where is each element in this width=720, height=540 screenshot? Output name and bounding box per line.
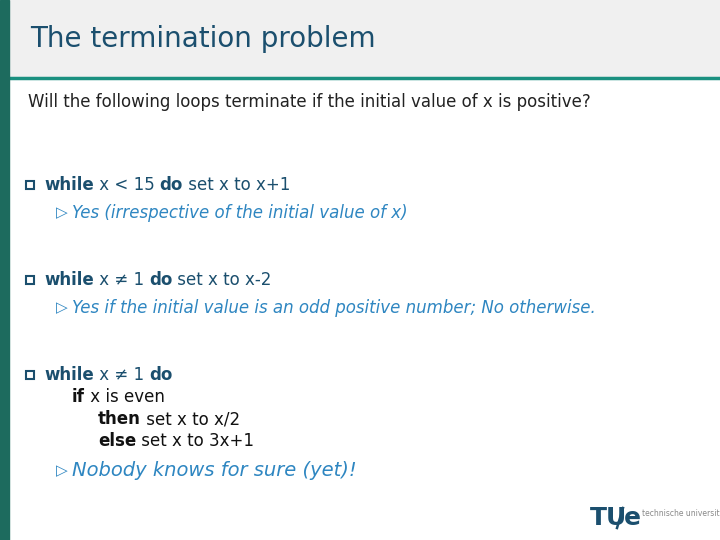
Text: technische universiteit eindhoven: technische universiteit eindhoven [642, 510, 720, 518]
Text: do: do [160, 176, 183, 194]
Text: x ≠ 1: x ≠ 1 [94, 366, 149, 384]
Bar [0, 0, 9, 540]
Text: set x to 3x+1: set x to 3x+1 [136, 432, 254, 450]
Bar [0, 0, 720, 78]
Text: else: else [98, 432, 136, 450]
Text: while: while [44, 271, 94, 289]
Text: ▷: ▷ [56, 206, 68, 220]
Text: while: while [44, 176, 94, 194]
Text: x is even: x is even [85, 388, 165, 406]
Text: TU: TU [590, 506, 627, 530]
Text: e: e [624, 506, 641, 530]
Bar [26, 181, 34, 189]
Text: set x to x+1: set x to x+1 [183, 176, 290, 194]
Text: do: do [149, 271, 173, 289]
Text: then: then [98, 410, 141, 428]
Text: The termination problem: The termination problem [30, 25, 376, 53]
Text: Yes if the initial value is an odd positive number; No otherwise.: Yes if the initial value is an odd posit… [72, 299, 595, 317]
Text: do: do [149, 366, 173, 384]
Text: if: if [72, 388, 85, 406]
Text: while: while [44, 366, 94, 384]
Text: x ≠ 1: x ≠ 1 [94, 271, 149, 289]
Text: set x to x-2: set x to x-2 [173, 271, 272, 289]
Text: Will the following loops terminate if the initial value of x is positive?: Will the following loops terminate if th… [28, 93, 590, 111]
Bar [26, 276, 34, 284]
Text: ▷: ▷ [56, 463, 68, 478]
Text: ▷: ▷ [56, 300, 68, 315]
Text: Nobody knows for sure (yet)!: Nobody knows for sure (yet)! [72, 462, 356, 481]
Text: set x to x/2: set x to x/2 [141, 410, 240, 428]
Bar [26, 371, 34, 379]
Text: x < 15: x < 15 [94, 176, 160, 194]
Text: Yes (irrespective of the initial value of x): Yes (irrespective of the initial value o… [72, 204, 408, 222]
